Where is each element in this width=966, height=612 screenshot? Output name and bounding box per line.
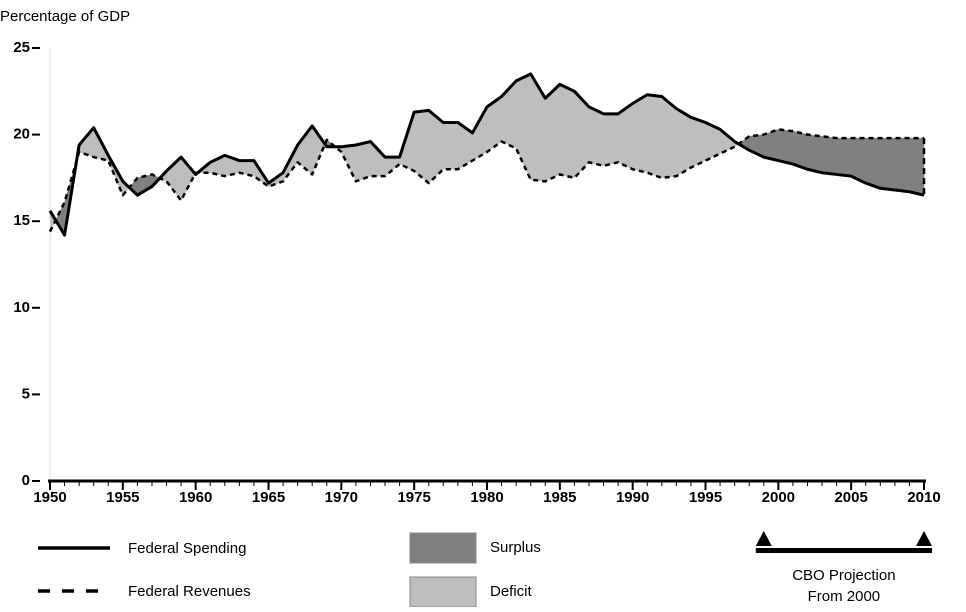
deficit-area — [530, 73, 546, 182]
deficit-area — [588, 106, 604, 167]
projection-bar — [755, 548, 932, 553]
deficit-area — [646, 94, 663, 179]
annotation: CBO Projection — [792, 567, 895, 584]
x-tick-label: 1985 — [543, 489, 576, 506]
deficit-area — [559, 83, 575, 179]
x-tick-label: 2000 — [762, 489, 795, 506]
projection-marker — [916, 531, 932, 546]
y-tick-label: 20 — [13, 126, 30, 143]
deficit-area — [472, 105, 488, 162]
x-tick-label: 1965 — [252, 489, 285, 506]
y-tick-label: 25 — [13, 39, 30, 56]
x-tick-label: 1970 — [325, 489, 358, 506]
annotation: From 2000 — [808, 588, 881, 605]
deficit-area — [545, 83, 561, 182]
deficit-area — [370, 140, 386, 177]
deficit-area — [443, 122, 459, 170]
x-tick-label: 1980 — [470, 489, 503, 506]
series-line — [48, 128, 924, 233]
series-line — [48, 72, 925, 237]
surplus-area — [778, 129, 794, 165]
deficit-area — [355, 141, 371, 182]
surplus-area — [880, 137, 896, 191]
deficit-area — [690, 116, 706, 168]
deficit-area — [632, 94, 648, 174]
legend-label: Federal Revenues — [128, 583, 251, 600]
x-tick-label: 2005 — [834, 489, 867, 506]
deficit-area — [603, 113, 619, 167]
y-tick-label: 0 — [22, 472, 30, 489]
legend-swatch — [409, 576, 477, 608]
legend-label: Surplus — [490, 539, 541, 556]
x-tick-label: 1955 — [106, 489, 139, 506]
y-tick-label: 5 — [22, 385, 30, 402]
surplus-area — [909, 137, 925, 196]
x-tick-label: 1995 — [689, 489, 722, 506]
surplus-area — [894, 137, 910, 193]
legend-label: Deficit — [490, 583, 533, 600]
deficit-area — [676, 108, 692, 177]
projection-marker — [755, 531, 772, 546]
x-tick-label: 1960 — [179, 489, 212, 506]
x-tick-label: 1975 — [397, 489, 430, 506]
surplus-area — [807, 134, 823, 174]
y-tick-label: 10 — [13, 299, 30, 316]
legend-swatch — [409, 532, 477, 564]
deficit-area — [413, 110, 429, 184]
axis-title: Percentage of GDP — [0, 8, 130, 25]
surplus-area — [836, 137, 852, 177]
deficit-area — [501, 80, 517, 149]
x-tick-label: 1990 — [616, 489, 649, 506]
x-tick-label: 1950 — [33, 489, 66, 506]
deficit-area — [515, 73, 531, 180]
x-tick-label: 2010 — [907, 489, 940, 506]
legend-label: Federal Spending — [128, 540, 246, 557]
y-tick-label: 15 — [13, 212, 30, 229]
surplus-area — [865, 137, 881, 189]
surplus-area — [821, 136, 837, 175]
